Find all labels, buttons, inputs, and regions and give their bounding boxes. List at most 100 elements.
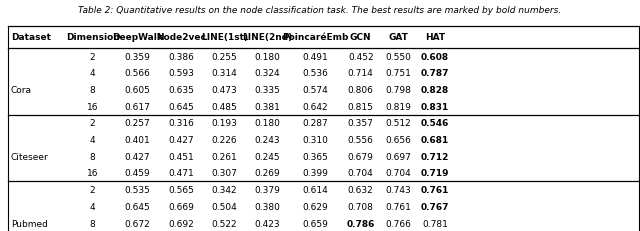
Text: 0.831: 0.831 bbox=[420, 102, 449, 111]
Text: Cora: Cora bbox=[11, 86, 32, 94]
Text: 16: 16 bbox=[87, 102, 99, 111]
Text: 0.704: 0.704 bbox=[386, 169, 412, 178]
Text: 0.193: 0.193 bbox=[211, 119, 237, 128]
Text: 0.423: 0.423 bbox=[255, 219, 280, 228]
Text: 0.566: 0.566 bbox=[124, 69, 150, 78]
Text: 0.512: 0.512 bbox=[386, 119, 412, 128]
Text: 0.359: 0.359 bbox=[124, 52, 150, 61]
Text: 0.697: 0.697 bbox=[386, 152, 412, 161]
Text: 0.761: 0.761 bbox=[386, 202, 412, 211]
Text: 0.719: 0.719 bbox=[420, 169, 449, 178]
Text: 0.645: 0.645 bbox=[125, 202, 150, 211]
Text: 0.787: 0.787 bbox=[420, 69, 449, 78]
Text: 0.427: 0.427 bbox=[169, 136, 195, 144]
Text: 0.380: 0.380 bbox=[255, 202, 280, 211]
Text: 0.314: 0.314 bbox=[212, 69, 237, 78]
Text: Table 2: Quantitative results on the node classification task. The best results : Table 2: Quantitative results on the nod… bbox=[78, 6, 562, 15]
Text: LINE(2nd): LINE(2nd) bbox=[242, 33, 292, 42]
Text: 0.608: 0.608 bbox=[421, 52, 449, 61]
Text: 0.645: 0.645 bbox=[169, 102, 195, 111]
Text: 0.522: 0.522 bbox=[212, 219, 237, 228]
Text: 0.261: 0.261 bbox=[212, 152, 237, 161]
Text: 0.357: 0.357 bbox=[348, 119, 374, 128]
Text: 0.815: 0.815 bbox=[348, 102, 374, 111]
Text: 0.743: 0.743 bbox=[386, 185, 412, 194]
Text: 0.806: 0.806 bbox=[348, 86, 374, 94]
Text: 0.451: 0.451 bbox=[169, 152, 195, 161]
Text: 2: 2 bbox=[90, 52, 95, 61]
Text: 0.669: 0.669 bbox=[168, 202, 195, 211]
Text: HAT: HAT bbox=[425, 33, 445, 42]
Text: 0.399: 0.399 bbox=[302, 169, 328, 178]
Text: 0.819: 0.819 bbox=[386, 102, 412, 111]
Text: PoincaréEmb: PoincaréEmb bbox=[282, 33, 349, 42]
Text: 0.672: 0.672 bbox=[125, 219, 150, 228]
Text: LINE(1st): LINE(1st) bbox=[201, 33, 248, 42]
Text: 0.546: 0.546 bbox=[420, 119, 449, 128]
Text: 0.180: 0.180 bbox=[255, 52, 280, 61]
Text: 0.574: 0.574 bbox=[303, 86, 328, 94]
Text: 4: 4 bbox=[90, 202, 95, 211]
Text: 0.761: 0.761 bbox=[420, 185, 449, 194]
Text: 0.679: 0.679 bbox=[348, 152, 374, 161]
Text: 0.556: 0.556 bbox=[348, 136, 374, 144]
Text: 16: 16 bbox=[87, 169, 99, 178]
Text: 0.335: 0.335 bbox=[255, 86, 280, 94]
Text: 0.386: 0.386 bbox=[168, 52, 195, 61]
Text: 0.781: 0.781 bbox=[422, 219, 448, 228]
Text: 0.614: 0.614 bbox=[303, 185, 328, 194]
Text: Citeseer: Citeseer bbox=[11, 152, 49, 161]
Text: 0.629: 0.629 bbox=[303, 202, 328, 211]
Text: 0.704: 0.704 bbox=[348, 169, 374, 178]
Text: 0.226: 0.226 bbox=[212, 136, 237, 144]
Text: 0.712: 0.712 bbox=[420, 152, 449, 161]
Text: 0.342: 0.342 bbox=[212, 185, 237, 194]
Text: 0.287: 0.287 bbox=[303, 119, 328, 128]
Text: 0.681: 0.681 bbox=[420, 136, 449, 144]
Text: 0.324: 0.324 bbox=[255, 69, 280, 78]
Text: 0.473: 0.473 bbox=[212, 86, 237, 94]
Text: 0.365: 0.365 bbox=[302, 152, 328, 161]
Text: Pubmed: Pubmed bbox=[11, 219, 48, 228]
Text: 0.379: 0.379 bbox=[255, 185, 280, 194]
Text: 0.535: 0.535 bbox=[124, 185, 150, 194]
Text: 0.766: 0.766 bbox=[386, 219, 412, 228]
Text: 0.786: 0.786 bbox=[346, 219, 375, 228]
Text: GAT: GAT bbox=[388, 33, 408, 42]
Text: 0.536: 0.536 bbox=[302, 69, 328, 78]
Text: 0.714: 0.714 bbox=[348, 69, 374, 78]
Text: 0.381: 0.381 bbox=[255, 102, 280, 111]
Text: 0.471: 0.471 bbox=[169, 169, 195, 178]
Text: 8: 8 bbox=[90, 86, 95, 94]
Text: 0.632: 0.632 bbox=[348, 185, 374, 194]
Text: 0.642: 0.642 bbox=[303, 102, 328, 111]
Text: 0.491: 0.491 bbox=[303, 52, 328, 61]
Text: 0.427: 0.427 bbox=[125, 152, 150, 161]
Text: DeepWalk: DeepWalk bbox=[112, 33, 163, 42]
Text: 0.617: 0.617 bbox=[124, 102, 150, 111]
Text: 0.307: 0.307 bbox=[211, 169, 237, 178]
Text: 0.656: 0.656 bbox=[386, 136, 412, 144]
Text: 0.605: 0.605 bbox=[124, 86, 150, 94]
Text: 0.767: 0.767 bbox=[420, 202, 449, 211]
Text: 0.692: 0.692 bbox=[169, 219, 195, 228]
Text: 2: 2 bbox=[90, 119, 95, 128]
Text: 0.180: 0.180 bbox=[255, 119, 280, 128]
Text: 8: 8 bbox=[90, 152, 95, 161]
Text: 0.708: 0.708 bbox=[348, 202, 374, 211]
Text: 0.452: 0.452 bbox=[348, 52, 374, 61]
Text: 0.243: 0.243 bbox=[255, 136, 280, 144]
Text: 0.255: 0.255 bbox=[212, 52, 237, 61]
Text: GCN: GCN bbox=[350, 33, 372, 42]
Text: 0.828: 0.828 bbox=[420, 86, 449, 94]
Text: 0.751: 0.751 bbox=[386, 69, 412, 78]
Text: 8: 8 bbox=[90, 219, 95, 228]
Text: 2: 2 bbox=[90, 185, 95, 194]
Text: 0.593: 0.593 bbox=[168, 69, 195, 78]
Text: 0.485: 0.485 bbox=[212, 102, 237, 111]
Text: 0.257: 0.257 bbox=[125, 119, 150, 128]
Text: 0.245: 0.245 bbox=[255, 152, 280, 161]
Text: Dataset: Dataset bbox=[11, 33, 51, 42]
Text: Node2vec: Node2vec bbox=[157, 33, 207, 42]
Text: 0.459: 0.459 bbox=[125, 169, 150, 178]
